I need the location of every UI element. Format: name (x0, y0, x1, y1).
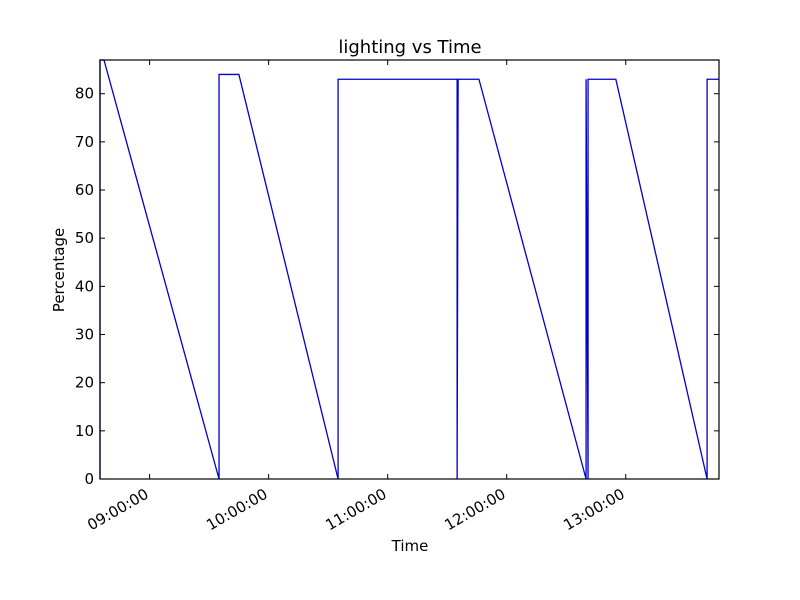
y-tick-label: 70 (75, 133, 94, 151)
y-tick-label: 60 (75, 181, 94, 199)
x-axis-label: Time (391, 537, 429, 555)
y-tick-label: 10 (75, 422, 94, 440)
y-tick-label: 50 (75, 229, 94, 247)
y-axis: 0 10 20 30 40 50 60 70 80 (75, 85, 719, 488)
y-tick-label: 20 (75, 374, 94, 392)
y-tick-label: 40 (75, 277, 94, 295)
chart-title: lighting vs Time (338, 37, 481, 58)
y-axis-label: Percentage (50, 228, 68, 312)
y-tick-label: 0 (84, 470, 94, 488)
plot-frame (99, 59, 720, 480)
plot-area (99, 59, 720, 480)
y-tick-label: 80 (75, 85, 94, 103)
series-line-1 (99, 59, 719, 480)
y-tick-label: 30 (75, 326, 94, 344)
